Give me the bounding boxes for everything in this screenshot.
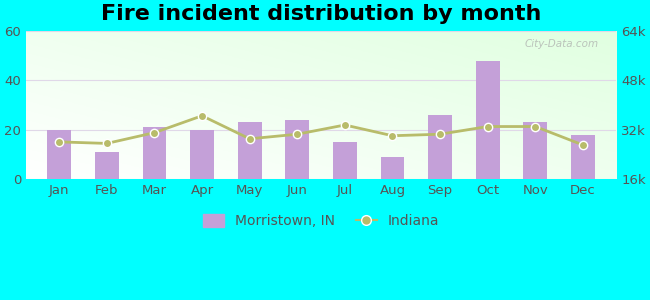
Title: Fire incident distribution by month: Fire incident distribution by month (101, 4, 541, 24)
Bar (476, 61, 500, 179)
Bar (333, 142, 357, 179)
Bar (523, 122, 547, 179)
Bar (47, 130, 71, 179)
Bar (190, 130, 214, 179)
Bar (571, 134, 595, 179)
Bar (380, 157, 404, 179)
Bar (95, 152, 119, 179)
Bar (285, 120, 309, 179)
Legend: Morristown, IN, Indiana: Morristown, IN, Indiana (198, 208, 445, 234)
Bar (428, 115, 452, 179)
Text: City-Data.com: City-Data.com (525, 39, 599, 49)
Bar (238, 122, 261, 179)
Bar (142, 127, 166, 179)
